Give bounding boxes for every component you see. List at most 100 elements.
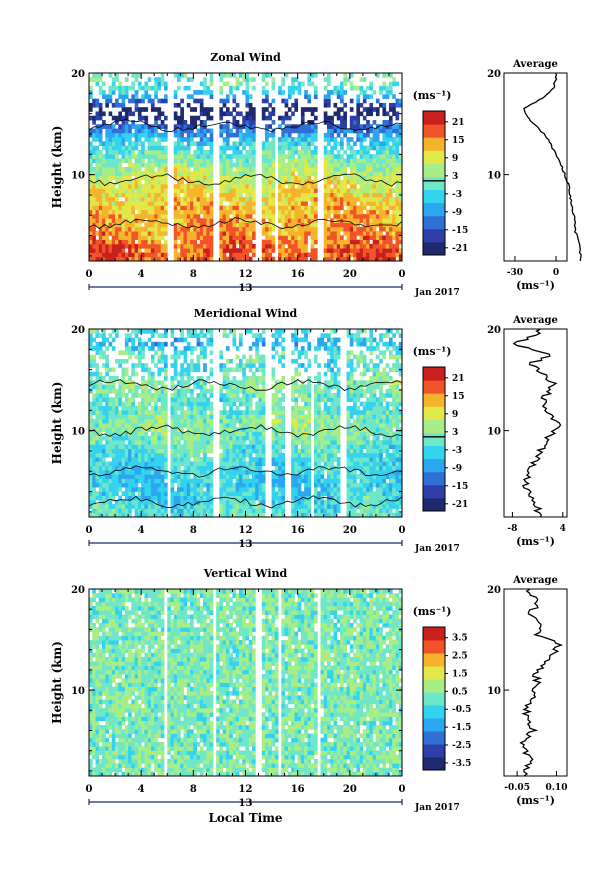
heatmap-cell: [261, 149, 266, 155]
heatmap-cell: [323, 231, 328, 236]
heatmap-cell: [248, 167, 253, 172]
heatmap-cell: [89, 188, 93, 194]
heatmap-cell: [206, 218, 211, 223]
heatmap-cell: [190, 120, 194, 125]
heatmap-cell: [265, 73, 269, 78]
heatmap-cell: [160, 474, 165, 479]
heatmap-cell: [323, 111, 328, 117]
heatmap-cell: [235, 201, 240, 206]
heatmap-cell: [232, 179, 237, 185]
heatmap-cell: [379, 192, 383, 198]
heatmap-cell: [124, 333, 129, 338]
heatmap-cell: [134, 440, 139, 445]
heatmap-cell: [245, 435, 250, 441]
heatmap-cell: [177, 495, 181, 501]
heatmap-cell: [385, 201, 390, 206]
heatmap-cell: [118, 85, 122, 91]
heatmap-cell: [203, 363, 207, 368]
heatmap-cell: [89, 435, 93, 441]
heatmap-cell: [108, 171, 113, 176]
heatmap-cell: [121, 184, 126, 189]
heatmap-cell: [327, 90, 331, 95]
heatmap-cell: [180, 329, 184, 334]
heatmap-cell: [385, 154, 390, 159]
heatmap-cell: [180, 470, 184, 475]
heatmap-cell: [287, 175, 292, 181]
heatmap-cell: [95, 205, 100, 211]
heatmap-cell: [284, 252, 289, 258]
heatmap-cell: [89, 491, 93, 497]
heatmap-cell: [131, 431, 136, 437]
heatmap-cell: [108, 482, 113, 488]
heatmap-cell: [180, 162, 184, 168]
heatmap-cell: [141, 487, 145, 492]
heatmap-cell: [261, 226, 266, 232]
heatmap-cell: [362, 145, 367, 151]
heatmap-cell: [255, 435, 259, 441]
heatmap-cell: [115, 457, 119, 462]
heatmap-cell: [392, 218, 396, 223]
heatmap-cell: [265, 81, 269, 87]
heatmap-cell: [248, 448, 253, 454]
heatmap-cell: [147, 423, 152, 428]
heatmap-cell: [395, 209, 400, 215]
heatmap-cell: [307, 196, 312, 202]
heatmap-cell: [206, 243, 211, 249]
heatmap-cell: [115, 171, 119, 176]
heatmap-cell: [300, 171, 305, 176]
heatmap-cell: [92, 128, 96, 134]
heatmap-cell: [281, 141, 286, 147]
heatmap-cell: [186, 435, 191, 441]
heatmap-cell: [265, 188, 269, 194]
heatmap-cell: [313, 145, 318, 151]
heatmap-cell: [147, 158, 152, 164]
heatmap-cell: [385, 149, 390, 155]
heatmap-cell: [137, 137, 142, 142]
heatmap-cell: [144, 252, 149, 258]
heatmap-cell: [160, 175, 165, 181]
heatmap-cell: [300, 111, 305, 117]
heatmap-cell: [190, 333, 194, 338]
heatmap-cell: [366, 124, 370, 129]
heatmap-cell: [238, 201, 243, 206]
heatmap-cell: [154, 448, 158, 454]
heatmap-cell: [333, 184, 338, 189]
heatmap-cell: [193, 132, 197, 138]
date-label: 13: [239, 283, 253, 294]
heatmap-cell: [395, 124, 400, 129]
heatmap-cell: [157, 380, 162, 385]
heatmap-cell: [265, 252, 269, 258]
heatmap-cell: [177, 478, 181, 484]
heatmap-cell: [313, 73, 318, 78]
heatmap-cell: [128, 457, 132, 462]
heatmap-cell: [92, 393, 96, 398]
heatmap-cell: [219, 85, 224, 91]
heatmap-cell: [382, 239, 387, 245]
heatmap-cell: [235, 111, 240, 117]
heatmap-cell: [102, 111, 106, 117]
heatmap-cell: [232, 397, 237, 403]
heatmap-cell: [372, 218, 377, 223]
heatmap-cell: [330, 205, 334, 211]
heatmap-cell: [336, 162, 341, 168]
heatmap-cell: [219, 427, 224, 432]
heatmap-cell: [287, 243, 292, 249]
heatmap-cell: [219, 478, 224, 484]
heatmap-cell: [98, 431, 103, 437]
heatmap-cell: [196, 222, 201, 228]
heatmap-cell: [157, 333, 162, 338]
heatmap-cell: [134, 141, 139, 147]
heatmap-cell: [98, 393, 103, 398]
heatmap-cell: [105, 410, 109, 415]
heatmap-cell: [199, 401, 204, 407]
heatmap-cell: [111, 184, 116, 189]
colorbar-tick-label: -9: [452, 208, 462, 218]
heatmap-cell: [245, 175, 250, 181]
heatmap-cell: [98, 209, 103, 215]
heatmap-cell: [163, 452, 168, 458]
heatmap-cell: [388, 205, 393, 211]
heatmap-cell: [147, 482, 152, 488]
heatmap-cell: [307, 167, 312, 172]
heatmap-cell: [95, 192, 100, 198]
heatmap-cell: [219, 179, 224, 185]
